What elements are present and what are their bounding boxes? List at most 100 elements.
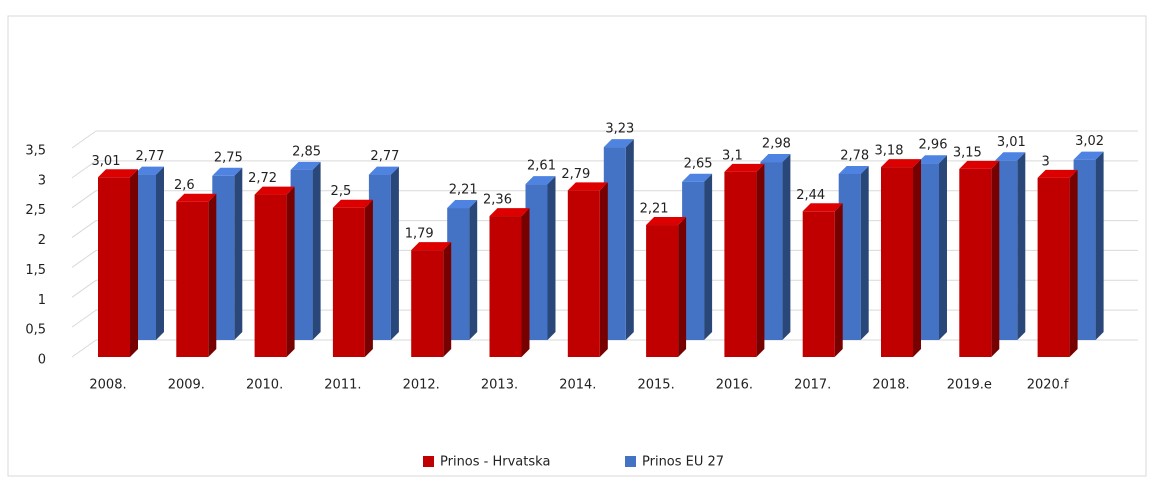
bar-face <box>290 161 321 170</box>
y-tick-label: 2,5 <box>25 203 46 218</box>
bar-face <box>443 242 452 357</box>
bar-face <box>838 173 861 340</box>
bar-face <box>917 163 939 340</box>
bar-face <box>290 169 313 340</box>
bar-face <box>525 176 556 185</box>
x-tick-label: 2016. <box>716 378 753 393</box>
bar-face <box>1073 151 1104 160</box>
bar-face <box>603 147 626 340</box>
bar-face <box>134 174 156 340</box>
data-label: 3,02 <box>1075 134 1104 149</box>
data-label: 2,65 <box>684 156 713 171</box>
bar <box>134 166 164 340</box>
data-label: 2,78 <box>840 148 869 163</box>
bar-face <box>312 161 321 340</box>
data-label: 2,6 <box>174 178 195 193</box>
bar-face <box>411 250 444 357</box>
y-tick-label: 0,5 <box>25 323 46 338</box>
x-tick-label: 2013. <box>481 378 518 393</box>
bar <box>646 217 687 357</box>
data-label: 2,98 <box>762 137 791 152</box>
bar-face <box>254 194 287 357</box>
data-label: 2,72 <box>248 171 277 186</box>
bar-face <box>881 159 921 168</box>
bar-face <box>959 160 1000 169</box>
bar <box>838 165 869 340</box>
bar-face <box>704 173 713 340</box>
data-label: 2,36 <box>483 193 512 208</box>
bar-face <box>991 160 1000 357</box>
bar-face <box>254 186 295 195</box>
bar-face <box>176 201 209 357</box>
bar-face <box>447 208 470 340</box>
bar-face <box>286 186 295 357</box>
bar <box>176 193 217 357</box>
bar-face <box>782 154 791 340</box>
bar-face <box>834 203 843 357</box>
legend-label: Prinos - Hrvatska <box>440 455 550 470</box>
bar-face <box>682 181 705 340</box>
grid-line <box>71 339 97 358</box>
bar <box>760 154 791 340</box>
x-tick-label: 2009. <box>168 378 205 393</box>
bar-face <box>521 208 530 357</box>
bar-face <box>760 154 791 163</box>
grid-line <box>71 160 97 179</box>
bar-face <box>881 167 913 357</box>
bar <box>332 199 373 357</box>
x-tick-label: 2012. <box>403 378 440 393</box>
y-tick-label: 3 <box>38 173 46 188</box>
x-tick-label: 2008. <box>89 378 126 393</box>
bar-face <box>364 199 373 357</box>
bar <box>411 242 452 357</box>
data-label: 2,44 <box>796 188 825 203</box>
bar-face <box>995 152 1026 161</box>
bar <box>881 159 921 357</box>
legend-swatch <box>625 456 636 467</box>
bar-face <box>760 162 783 340</box>
bar-face <box>567 182 608 191</box>
bar <box>567 182 608 357</box>
bar <box>489 208 530 357</box>
y-tick-label: 1,5 <box>25 263 46 278</box>
data-label: 2,61 <box>527 159 556 174</box>
y-tick-label: 1 <box>38 293 46 308</box>
bar-face <box>802 211 835 357</box>
grid-line <box>71 279 97 298</box>
bar <box>995 152 1026 340</box>
bar-face <box>208 193 217 357</box>
bar-face <box>838 165 869 174</box>
data-label: 3,15 <box>953 145 982 160</box>
x-tick-label: 2011. <box>324 378 361 393</box>
x-tick-label: 2015. <box>637 378 674 393</box>
data-label: 2,21 <box>640 202 669 217</box>
bar <box>917 155 947 340</box>
bar-face <box>1037 177 1070 357</box>
bar-face <box>411 242 452 251</box>
y-tick-label: 0 <box>38 353 46 368</box>
data-label: 2,21 <box>449 183 478 198</box>
bar-face <box>156 166 164 340</box>
data-label: 3 <box>1041 154 1049 169</box>
bar-face <box>489 216 522 357</box>
data-label: 2,77 <box>370 149 399 164</box>
y-tick-label: 3,5 <box>25 144 46 159</box>
bar-face <box>913 159 921 357</box>
bar-face <box>176 193 217 202</box>
data-label: 3,1 <box>722 148 743 163</box>
data-label: 3,18 <box>875 144 904 159</box>
bar-face <box>368 174 391 340</box>
bar-face <box>646 225 679 357</box>
bar-face <box>646 217 687 226</box>
bar-face <box>447 200 478 209</box>
data-label: 3,01 <box>997 135 1026 150</box>
data-label: 3,01 <box>92 154 121 169</box>
x-tick-label: 2019.e <box>947 378 992 393</box>
bar-face <box>234 167 243 340</box>
bar <box>724 163 765 357</box>
data-label: 2,79 <box>561 167 590 182</box>
bar-face <box>1037 169 1078 178</box>
legend-label: Prinos EU 27 <box>642 455 724 470</box>
bar <box>682 173 713 340</box>
